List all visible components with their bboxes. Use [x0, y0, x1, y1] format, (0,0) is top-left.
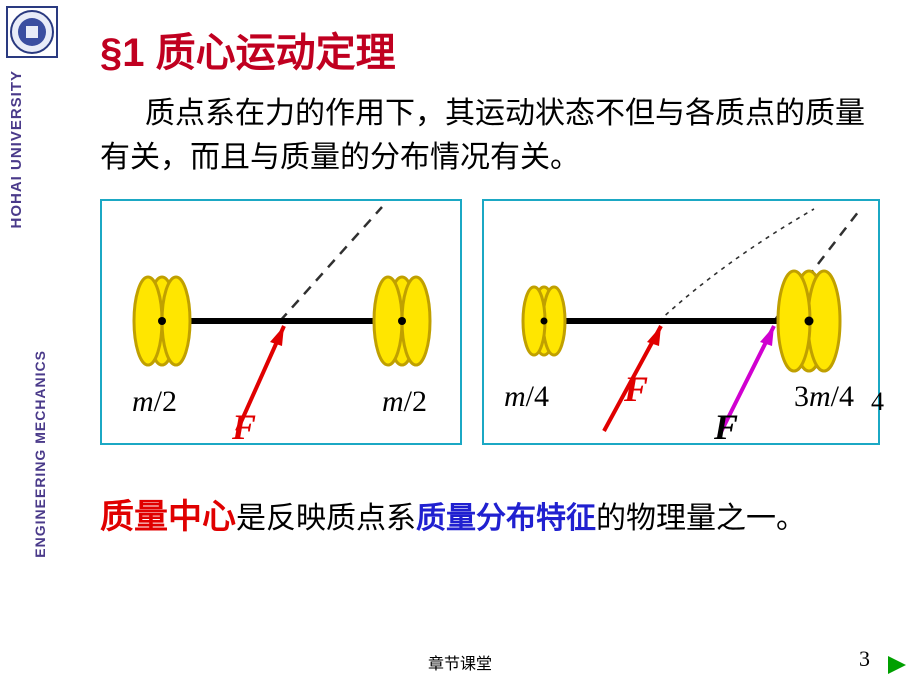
sidebar-dept: ENGINEERING MECHANICS [32, 350, 54, 558]
paragraph-1: 质点系在力的作用下，其运动状态不但与各质点的质量有关，而且与质量的分布情况有关。 [100, 92, 880, 179]
p2-post: 的物理量之一。 [596, 502, 806, 535]
paragraph-2: 质量中心是反映质点系质量分布特征的物理量之一。 [100, 493, 880, 542]
p2-blue: 质量分布特征 [416, 502, 596, 535]
F-red-label: F [623, 369, 648, 409]
diagram-right-svg: m/4 F F 3m/4 [484, 201, 882, 447]
overlay-4: 4 [871, 387, 884, 417]
dash-line [280, 207, 382, 321]
sidebar-univ: HOHAI UNIVERSITY [8, 70, 30, 229]
diagram-left-svg: m/2 m/2 F [102, 201, 464, 447]
F-black-label: F [713, 407, 738, 447]
next-arrow-icon[interactable] [884, 652, 910, 678]
p2-red: 质量中心 [100, 499, 236, 536]
m-right-label: m/2 [382, 385, 427, 418]
p2-mid1: 是反映质点系 [236, 502, 416, 535]
m-right-label: 3m/4 [794, 380, 854, 413]
m-left-label: m/4 [504, 380, 549, 413]
F-label: F [231, 407, 256, 447]
sidebar: HOHAI UNIVERSITY ENGINEERING MECHANICS [0, 0, 70, 690]
diagram-right: m/4 F F 3m/4 4 [482, 199, 880, 445]
diagram-left: m/2 m/2 F [100, 199, 462, 445]
page-number: 3 [859, 646, 870, 672]
main-content: §1 质心运动定理 质点系在力的作用下，其运动状态不但与各质点的质量有关，而且与… [100, 20, 900, 542]
m-left-label: m/2 [132, 385, 177, 418]
diagram-row: m/2 m/2 F [100, 199, 900, 445]
page-title: §1 质心运动定理 [100, 20, 900, 78]
footer: 章节课堂 [428, 650, 492, 674]
university-logo [6, 6, 58, 58]
